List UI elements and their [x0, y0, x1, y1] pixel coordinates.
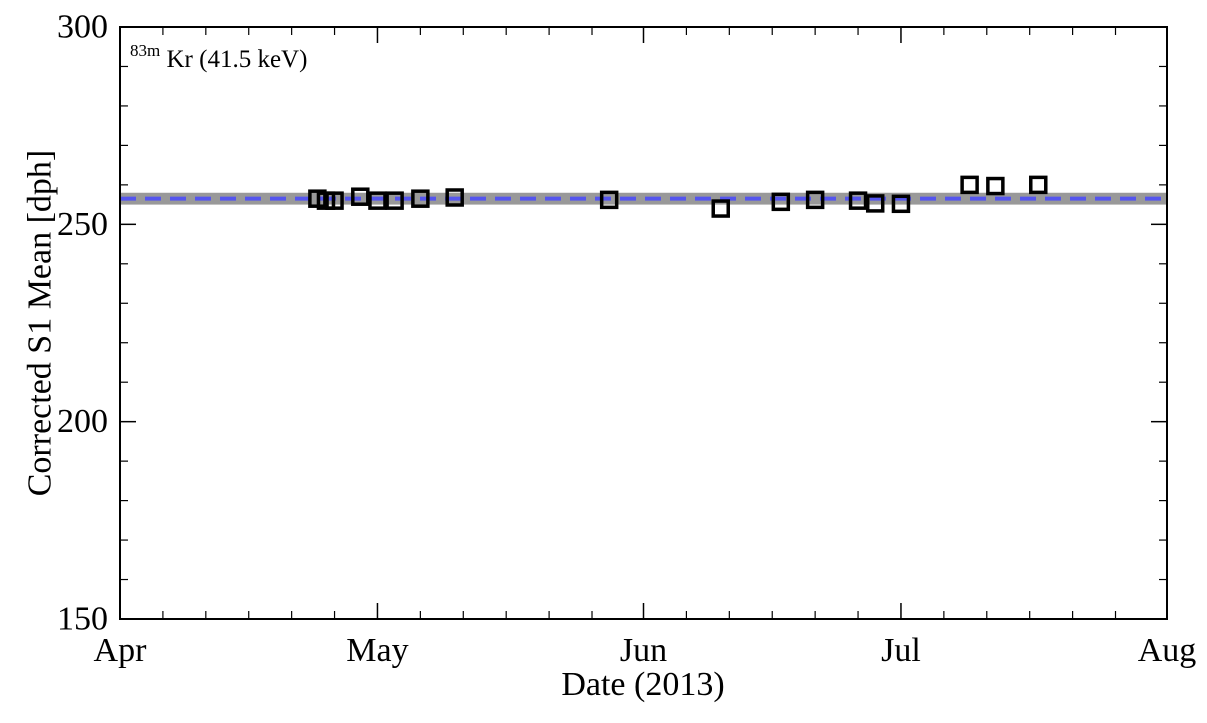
x-tick-labels: Apr May Jun Jul Aug — [94, 632, 1197, 669]
data-point — [599, 190, 619, 210]
data-point — [368, 191, 387, 210]
y-axis-title: Corrected S1 Mean [dph] — [22, 150, 59, 497]
marker-layer — [308, 175, 1048, 218]
y-tick-label: 250 — [57, 206, 108, 243]
y-tick-label: 200 — [57, 403, 108, 440]
isotope-label: Kr (41.5 keV) — [166, 46, 307, 73]
data-point — [805, 190, 825, 210]
data-point — [385, 191, 404, 210]
data-point — [771, 192, 791, 212]
data-point — [865, 194, 885, 213]
data-point — [891, 194, 911, 214]
x-tick-label: Aug — [1138, 632, 1197, 669]
data-point — [848, 191, 868, 210]
data-point — [351, 187, 370, 206]
tick-layer — [119, 26, 1168, 620]
x-tick-label: Jun — [620, 632, 667, 669]
x-axis-title: Date (2013) — [561, 666, 724, 703]
isotope-superscript: 83m — [130, 41, 160, 60]
uncertainty-band-layer — [120, 192, 1167, 205]
data-point — [411, 189, 430, 208]
x-tick-label: Apr — [94, 632, 148, 669]
x-tick-label: Jul — [881, 632, 921, 669]
y-tick-labels: 150 200 250 300 — [57, 9, 108, 638]
data-point — [1029, 175, 1048, 195]
data-point — [325, 191, 344, 210]
data-point — [960, 175, 979, 195]
y-tick-label: 300 — [57, 9, 108, 46]
data-point — [986, 176, 1005, 196]
plot-frame — [119, 26, 1168, 620]
y-tick-label: 150 — [57, 601, 108, 638]
data-point — [445, 188, 464, 207]
isotope-annotation: 83m Kr (41.5 keV) — [130, 35, 307, 73]
x-tick-label: May — [346, 632, 408, 669]
uncertainty-band — [120, 192, 1167, 205]
data-point — [711, 199, 730, 218]
